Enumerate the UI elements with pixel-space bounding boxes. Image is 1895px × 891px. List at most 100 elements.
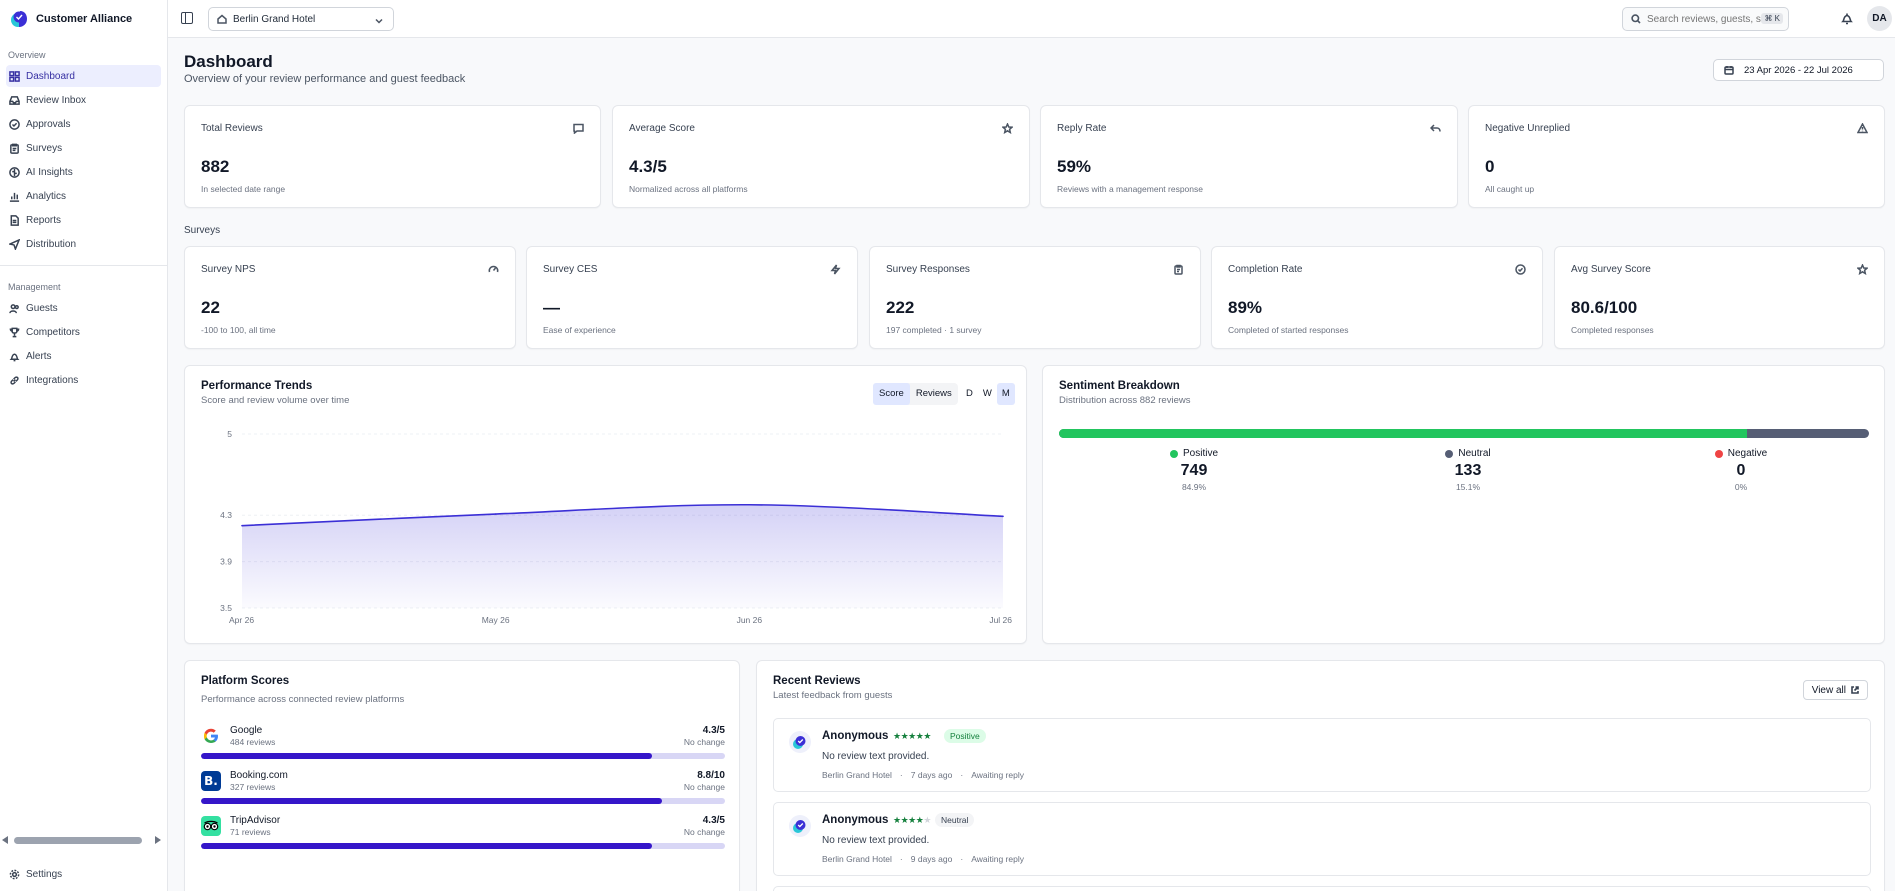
review-text: No review text provided.: [822, 835, 930, 846]
sidebar-item-surveys[interactable]: Surveys: [6, 137, 161, 159]
tab-reviews[interactable]: Reviews: [915, 388, 952, 399]
sidebar: Customer Alliance Overview Dashboard Rev…: [0, 0, 168, 891]
platform-review-count: 71 reviews: [230, 827, 271, 837]
sidebar-item-alerts[interactable]: Alerts: [6, 345, 161, 367]
tab-month[interactable]: M: [996, 383, 1015, 405]
kpi-value: 22: [201, 298, 220, 317]
panel-title: Platform Scores: [201, 675, 290, 687]
surveys-section-label: Surveys: [184, 225, 221, 236]
survey-card-nps[interactable]: Survey NPS 22 -100 to 100, all time: [184, 246, 516, 349]
kpi-label: Avg Survey Score: [1571, 264, 1651, 275]
platform-review-count: 484 reviews: [230, 737, 276, 747]
platform-row-tripadvisor[interactable]: TripAdvisor 71 reviews 4.3/5 No change: [201, 814, 725, 854]
booking-logo-icon: B.: [201, 771, 221, 791]
sidebar-item-settings[interactable]: Settings: [6, 863, 162, 885]
page-subtitle: Overview of your review performance and …: [184, 73, 466, 85]
clipboard-icon: [10, 143, 19, 154]
gauge-icon: [488, 264, 499, 275]
tab-score[interactable]: Score: [873, 383, 910, 405]
bell-icon: [1841, 13, 1853, 25]
sidebar-item-integrations[interactable]: Integrations: [6, 369, 161, 391]
meta-separator: ·: [899, 770, 903, 780]
sentiment-bar: [1059, 429, 1869, 438]
data-point: [241, 524, 243, 527]
sidebar-scrollbar[interactable]: [0, 834, 168, 846]
platform-row-booking[interactable]: B. Booking.com 327 reviews 8.8/10 No cha…: [201, 769, 725, 809]
platform-row-google[interactable]: Google 484 reviews 4.3/5 No change: [201, 724, 725, 764]
inbox-icon: [9, 95, 20, 105]
star-filled-icon: ★: [893, 815, 901, 825]
platform-change: No change: [683, 827, 725, 837]
search-box[interactable]: ⌘ K: [1622, 7, 1789, 31]
sidebar-item-guests[interactable]: Guests: [6, 297, 161, 319]
sidebar-item-ai-insights[interactable]: AI Insights: [6, 161, 161, 183]
positive-dot-icon: [1169, 449, 1178, 458]
kpi-hint: Ease of experience: [543, 325, 616, 335]
survey-card-avg-score[interactable]: Avg Survey Score 80.6/100 Completed resp…: [1554, 246, 1885, 349]
kpi-card-average-score[interactable]: Average Score 4.3/5 Normalized across al…: [612, 105, 1030, 208]
sidebar-item-review-inbox[interactable]: Review Inbox: [6, 89, 161, 111]
kpi-hint: 197 completed · 1 survey: [886, 325, 982, 335]
score-line: [241, 503, 1004, 527]
bolt-icon: [830, 264, 841, 275]
review-age: 7 days ago: [910, 770, 953, 780]
check-circle-icon: [1515, 264, 1526, 275]
sidebar-item-analytics[interactable]: Analytics: [6, 185, 161, 207]
trophy-icon: [9, 327, 20, 337]
scrollbar-thumb[interactable]: [14, 837, 142, 844]
date-range-picker[interactable]: 23 Apr 2026 - 22 Jul 2026: [1713, 59, 1884, 81]
kpi-hint: Completed responses: [1571, 325, 1654, 335]
review-card[interactable]: Anonymous ★★★★★ Positive No review text …: [773, 718, 1871, 792]
star-filled-icon: ★: [908, 815, 916, 825]
survey-card-responses[interactable]: Survey Responses 222 197 completed · 1 s…: [869, 246, 1201, 349]
kpi-card-total-reviews[interactable]: Total Reviews 882 In selected date range: [184, 105, 601, 208]
user-avatar[interactable]: DA: [1867, 6, 1892, 31]
survey-card-ces[interactable]: Survey CES — Ease of experience: [526, 246, 858, 349]
view-all-button[interactable]: View all: [1802, 680, 1868, 700]
search-shortcut: ⌘ K: [1761, 13, 1783, 24]
platform-score: 4.3/5: [702, 725, 725, 736]
review-card[interactable]: Anonymous ★★★★★ Neutral No review text p…: [773, 802, 1871, 876]
survey-card-completion-rate[interactable]: Completion Rate 89% Completed of started…: [1211, 246, 1543, 349]
score-trend-chart: 3.5 3.9 4.3 5 Apr 26 May 26 Jun 26 Jul 26: [220, 429, 1012, 625]
bell-icon: [9, 352, 20, 361]
sentiment-percent: 15.1%: [1455, 482, 1481, 492]
data-point: [1002, 515, 1004, 518]
kpi-card-reply-rate[interactable]: Reply Rate 59% Reviews with a management…: [1040, 105, 1458, 208]
search-input[interactable]: [1647, 13, 1767, 25]
sidebar-toggle-icon[interactable]: [181, 12, 193, 24]
sentiment-neutral: Neutral 133 15.1%: [1418, 448, 1518, 492]
sidebar-item-dashboard[interactable]: Dashboard: [6, 65, 161, 87]
star-empty-icon: ★: [923, 815, 931, 825]
tab-day[interactable]: D: [966, 388, 973, 399]
kpi-card-negative-unreplied[interactable]: Negative Unreplied 0 All caught up: [1468, 105, 1885, 208]
google-logo-icon: [201, 726, 221, 746]
sidebar-item-reports[interactable]: Reports: [6, 209, 161, 231]
scroll-left-arrow-icon[interactable]: [2, 836, 8, 844]
sentiment-label: Neutral: [1458, 448, 1491, 459]
review-hotel: Berlin Grand Hotel: [822, 770, 892, 780]
sidebar-item-label: Review Inbox: [26, 94, 87, 106]
sidebar-item-approvals[interactable]: Approvals: [6, 113, 161, 135]
y-tick-label: 5: [227, 429, 232, 439]
brand[interactable]: Customer Alliance: [0, 0, 167, 38]
kpi-hint: Completed of started responses: [1228, 325, 1349, 335]
review-text: No review text provided.: [822, 751, 930, 762]
review-card[interactable]: [773, 886, 1871, 891]
tab-week[interactable]: W: [982, 388, 992, 399]
panel-title: Sentiment Breakdown: [1059, 380, 1180, 392]
calendar-icon: [1724, 66, 1734, 75]
sidebar-item-distribution[interactable]: Distribution: [6, 233, 161, 255]
sidebar-item-competitors[interactable]: Competitors: [6, 321, 161, 343]
review-stars: ★★★★★: [893, 815, 931, 826]
kpi-hint: Normalized across all platforms: [629, 184, 748, 194]
panel-subtitle: Performance across connected review plat…: [201, 694, 405, 705]
review-status: Awaiting reply: [971, 770, 1024, 780]
scroll-right-arrow-icon[interactable]: [155, 836, 161, 844]
sentiment-badge: Neutral: [935, 813, 975, 827]
kpi-label: Average Score: [629, 123, 695, 134]
y-tick-label: 3.5: [220, 603, 232, 613]
star-filled-icon: ★: [900, 815, 909, 825]
hotel-selector[interactable]: Berlin Grand Hotel: [208, 7, 394, 31]
notifications-button[interactable]: [1840, 11, 1854, 25]
